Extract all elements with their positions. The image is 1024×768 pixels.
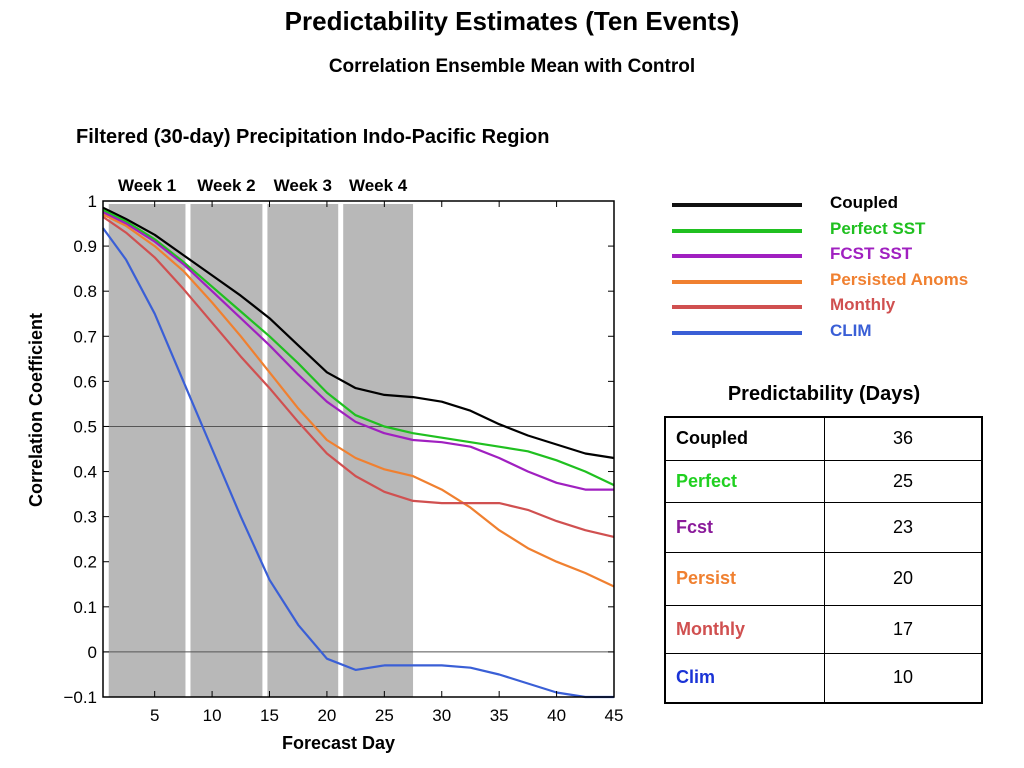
y-axis-label: Correlation Coefficient [26,313,46,507]
chart-title: Filtered (30-day) Precipitation Indo-Pac… [76,126,550,148]
y-tick-label: 0.4 [73,463,97,482]
week-label: Week 3 [274,176,332,195]
series-line-fcst-sst [102,211,614,491]
legend-label: Perfect SST [830,218,926,238]
row-name: Fcst [664,501,825,553]
x-axis-label: Forecast Day [282,733,395,753]
x-tick-label: 35 [490,706,509,725]
y-tick-label: 0.3 [73,508,97,527]
y-tick-label: 0.8 [73,282,97,301]
predictability-title: Predictability (Days) [727,383,921,405]
table-row: Monthly 17 [664,604,983,654]
x-tick-label: 30 [432,706,451,725]
legend-label: FCST SST [830,244,913,263]
y-tick-label: 0.6 [73,372,97,391]
x-tick-label: 40 [547,706,566,725]
legend-swatch [672,330,802,335]
predictability-table: Coupled 36 Perfect 25 Fcst 23 Persist 20… [664,416,983,704]
legend-swatch [672,305,802,309]
table-row: Clim 10 [664,652,983,704]
y-tick-label: 0 [88,643,97,662]
row-name: Perfect [664,459,825,503]
x-tick-label: 25 [375,706,394,725]
table-row: Persist 20 [664,551,983,606]
legend-swatch [672,254,802,258]
y-tick-label: 0.1 [73,598,97,617]
page-title: Predictability Estimates (Ten Events) [284,6,740,36]
x-tick-label: 5 [150,706,159,725]
y-tick-label: 1 [88,192,97,211]
table-row: Coupled 36 [664,416,983,461]
legend-label: Monthly [830,295,896,314]
series-line-persisted-anoms [102,213,615,588]
legend-swatch [672,279,802,284]
page-subtitle: Correlation Ensemble Mean with Control [328,56,696,77]
row-days: 36 [824,416,983,461]
x-tick-label: 10 [203,706,222,725]
row-name: Monthly [664,604,825,654]
row-days: 20 [824,551,983,606]
series-line-perfect-sst [102,209,615,487]
series-line-coupled [102,206,615,460]
week-label: Week 4 [349,176,408,195]
row-days: 10 [824,652,983,704]
y-tick-label: 0.5 [73,417,97,436]
series-line-monthly [102,215,615,538]
table-row: Perfect 25 [664,459,983,503]
week-label: Week 1 [118,176,176,195]
legend-label: Persisted Anoms [830,269,969,289]
legend-swatch [672,203,802,207]
table-row: Fcst 23 [664,501,983,553]
row-days: 23 [824,501,983,553]
line-chart: Week 1 Week 2 Week 3 Week 4 −0.1 0 0.1 0.2 0.3 0.… [26,176,624,753]
x-tick-label: 45 [605,706,624,725]
row-days: 17 [824,604,983,654]
y-tick-label: 0.7 [73,327,97,346]
row-name: Clim [664,652,825,704]
row-name: Coupled [664,416,825,461]
y-tick-label: 0.2 [73,553,97,572]
series-line-clim [102,227,614,699]
legend-label: CLIM [830,320,872,340]
legend-label: Coupled [830,193,898,212]
row-days: 25 [824,459,983,503]
week-band [108,204,186,697]
plot-frame [102,200,615,698]
legend-swatch [672,228,802,233]
week-label: Week 2 [197,176,255,195]
week-band [343,204,414,697]
week-band [267,204,339,697]
y-tick-label: 0.9 [73,237,97,256]
row-name: Persist [664,551,825,606]
y-tick-label: −0.1 [63,688,97,707]
x-tick-label: 20 [317,706,336,725]
x-tick-label: 15 [260,706,279,725]
